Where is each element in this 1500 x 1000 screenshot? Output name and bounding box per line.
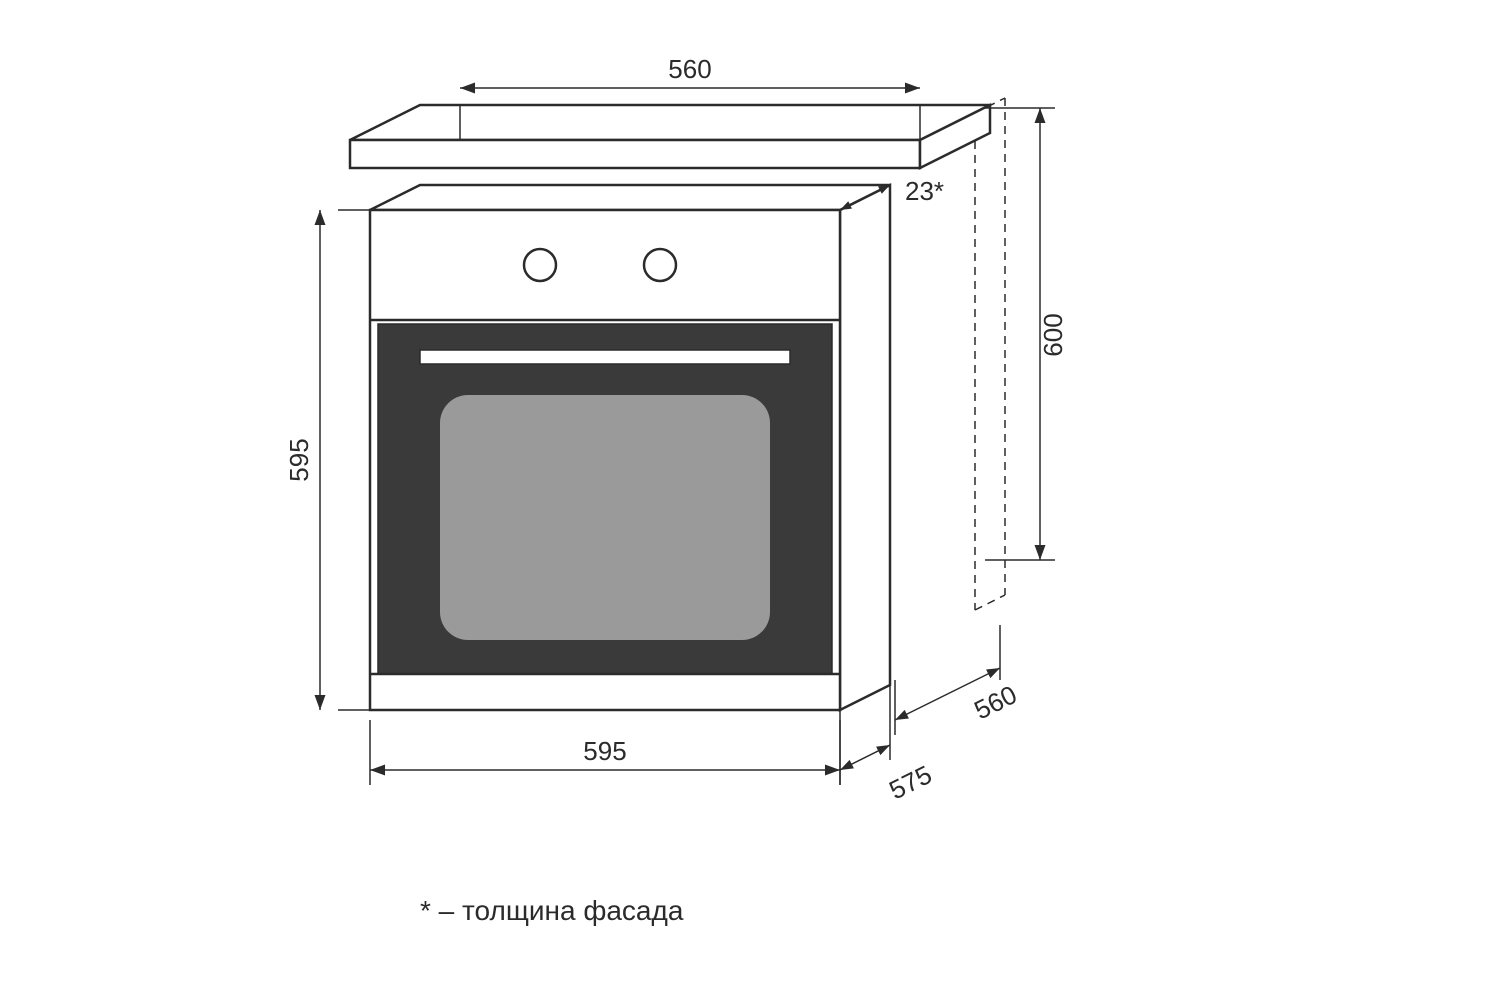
dim-left-height: 595: [284, 210, 370, 710]
oven: [370, 185, 890, 710]
svg-text:575: 575: [884, 759, 936, 805]
svg-text:23*: 23*: [905, 176, 944, 206]
svg-text:560: 560: [969, 679, 1021, 725]
svg-text:600: 600: [1038, 313, 1068, 356]
svg-text:560: 560: [668, 54, 711, 84]
footnote-text: * – толщина фасада: [420, 895, 684, 926]
oven-handle: [420, 350, 790, 364]
cabinet-dashed: [975, 98, 1005, 610]
countertop: [350, 105, 990, 168]
oven-window: [440, 395, 770, 640]
dim-depth-top: 560: [895, 625, 1022, 735]
dim-right-height: 600: [985, 108, 1068, 560]
dim-bottom-width: 595: [370, 720, 840, 785]
svg-text:595: 595: [284, 438, 314, 481]
svg-text:595: 595: [583, 736, 626, 766]
